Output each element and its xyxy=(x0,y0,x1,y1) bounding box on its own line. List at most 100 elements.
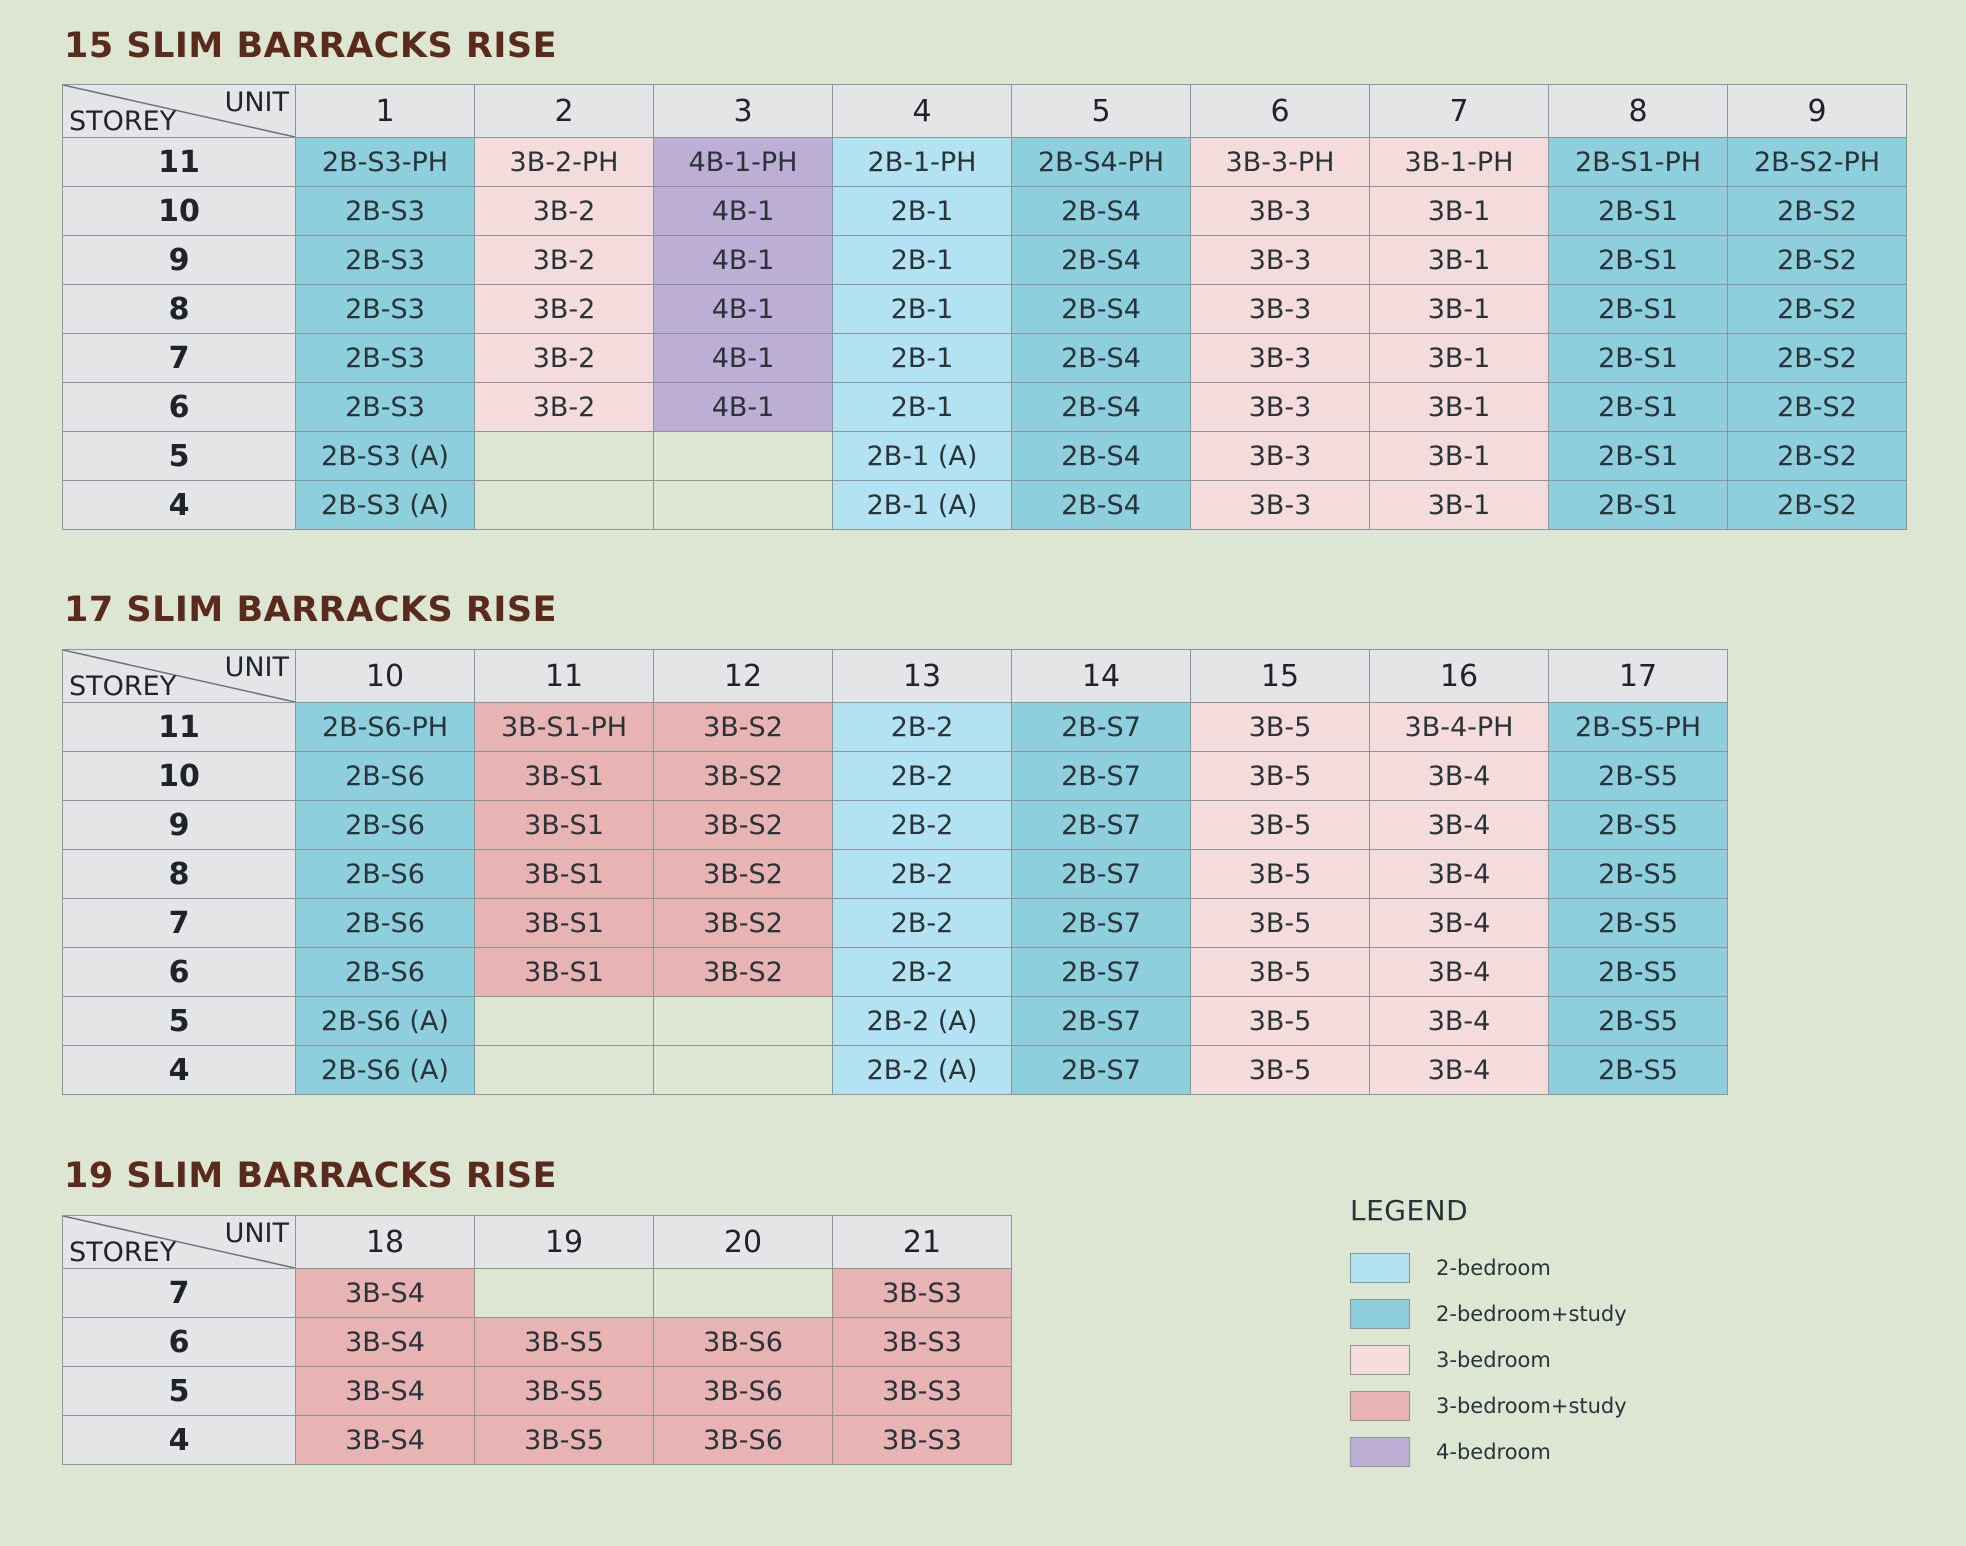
empty-cell xyxy=(474,1268,654,1318)
unit-type-cell: 3B-4 xyxy=(1369,849,1549,899)
empty-cell xyxy=(653,996,833,1046)
unit-type-cell: 3B-1-PH xyxy=(1369,137,1549,187)
unit-type-cell: 3B-S3 xyxy=(832,1317,1012,1367)
storey-number: 4 xyxy=(62,1415,296,1465)
corner-cell: UNIT STOREY xyxy=(62,84,296,138)
storey-number: 4 xyxy=(62,480,296,530)
unit-type-cell: 2B-1 xyxy=(832,333,1012,383)
unit-type-cell: 2B-S2-PH xyxy=(1727,137,1907,187)
storey-number: 8 xyxy=(62,284,296,334)
storey-row: 5 3B-S4 3B-S5 3B-S6 3B-S3 xyxy=(62,1366,1012,1416)
unit-type-cell: 3B-1 xyxy=(1369,480,1549,530)
header-row: UNIT STOREY 1 2 3 4 5 6 7 8 9 xyxy=(62,84,1907,138)
unit-type-cell: 2B-S1 xyxy=(1548,235,1728,285)
unit-type-cell: 2B-S4 xyxy=(1011,284,1191,334)
unit-type-cell: 2B-S4 xyxy=(1011,431,1191,481)
storey-row: 9 2B-S6 3B-S1 3B-S2 2B-2 2B-S7 3B-5 3B-4 2B-S5 xyxy=(62,800,1728,850)
unit-table-15: UNIT STOREY 1 2 3 4 5 6 7 8 9 11 2B-S3-PH 3B-2-PH 4B-1… xyxy=(62,84,1907,530)
legend-title: LEGEND xyxy=(1350,1194,1469,1227)
storey-number: 7 xyxy=(62,333,296,383)
empty-cell xyxy=(474,1045,654,1095)
unit-type-cell: 3B-S2 xyxy=(653,898,833,948)
unit-number: 3 xyxy=(653,84,833,138)
legend-swatch xyxy=(1350,1391,1410,1421)
unit-type-cell: 2B-1-PH xyxy=(832,137,1012,187)
unit-type-cell: 3B-3-PH xyxy=(1190,137,1370,187)
unit-type-cell: 4B-1 xyxy=(653,333,833,383)
storey-header-label: STOREY xyxy=(69,671,177,702)
unit-type-cell: 3B-S2 xyxy=(653,702,833,752)
corner-cell: UNIT STOREY xyxy=(62,1215,296,1269)
unit-type-cell: 2B-S1 xyxy=(1548,431,1728,481)
corner-cell: UNIT STOREY xyxy=(62,649,296,703)
storey-row: 6 2B-S6 3B-S1 3B-S2 2B-2 2B-S7 3B-5 3B-4 2B-S5 xyxy=(62,947,1728,997)
unit-type-cell: 2B-S6-PH xyxy=(295,702,475,752)
unit-type-cell: 2B-S3 xyxy=(295,382,475,432)
unit-type-cell: 3B-S5 xyxy=(474,1366,654,1416)
unit-type-cell: 2B-S5 xyxy=(1548,849,1728,899)
unit-number: 12 xyxy=(653,649,833,703)
unit-type-cell: 2B-S1 xyxy=(1548,480,1728,530)
unit-type-cell: 4B-1 xyxy=(653,284,833,334)
unit-number: 16 xyxy=(1369,649,1549,703)
unit-type-cell: 2B-S5 xyxy=(1548,898,1728,948)
unit-type-cell: 3B-4 xyxy=(1369,800,1549,850)
unit-type-cell: 3B-5 xyxy=(1190,898,1370,948)
unit-type-cell: 2B-S2 xyxy=(1727,333,1907,383)
header-row: UNIT STOREY 18 19 20 21 xyxy=(62,1215,1012,1269)
storey-number: 8 xyxy=(62,849,296,899)
unit-type-cell: 3B-S5 xyxy=(474,1415,654,1465)
unit-type-cell: 2B-S2 xyxy=(1727,480,1907,530)
unit-number: 9 xyxy=(1727,84,1907,138)
storey-row: 4 2B-S3 (A) 2B-1 (A) 2B-S4 3B-3 3B-1 2B-S1 2B-S… xyxy=(62,480,1907,530)
unit-type-cell: 3B-5 xyxy=(1190,996,1370,1046)
unit-header-label: UNIT xyxy=(224,652,289,683)
unit-number: 19 xyxy=(474,1215,654,1269)
empty-cell xyxy=(653,480,833,530)
storey-row: 7 2B-S6 3B-S1 3B-S2 2B-2 2B-S7 3B-5 3B-4 2B-S5 xyxy=(62,898,1728,948)
empty-cell xyxy=(653,1045,833,1095)
unit-type-cell: 3B-1 xyxy=(1369,186,1549,236)
unit-type-cell: 2B-S7 xyxy=(1011,751,1191,801)
unit-header-label: UNIT xyxy=(224,87,289,118)
unit-type-cell: 2B-S3-PH xyxy=(295,137,475,187)
unit-type-cell: 2B-S2 xyxy=(1727,382,1907,432)
diagonal-divider xyxy=(63,85,295,137)
unit-type-cell: 2B-S2 xyxy=(1727,431,1907,481)
legend-swatch xyxy=(1350,1299,1410,1329)
unit-type-cell: 2B-2 xyxy=(832,702,1012,752)
unit-type-cell: 2B-S5 xyxy=(1548,751,1728,801)
unit-type-cell: 2B-S4 xyxy=(1011,186,1191,236)
unit-type-cell: 2B-S6 (A) xyxy=(295,1045,475,1095)
unit-type-cell: 2B-S4 xyxy=(1011,333,1191,383)
unit-type-cell: 2B-S5 xyxy=(1548,947,1728,997)
unit-type-cell: 2B-S4 xyxy=(1011,382,1191,432)
storey-header-label: STOREY xyxy=(69,1237,177,1268)
unit-number: 11 xyxy=(474,649,654,703)
unit-type-cell: 3B-4 xyxy=(1369,947,1549,997)
unit-type-cell: 3B-3 xyxy=(1190,333,1370,383)
unit-type-cell: 3B-5 xyxy=(1190,702,1370,752)
unit-type-cell: 3B-S3 xyxy=(832,1366,1012,1416)
unit-type-cell: 3B-2 xyxy=(474,382,654,432)
unit-table-17: UNIT STOREY 10 11 12 13 14 15 16 17 11 2B-S6-PH 3B-S… xyxy=(62,649,1728,1095)
unit-type-cell: 2B-1 xyxy=(832,382,1012,432)
unit-type-cell: 3B-S6 xyxy=(653,1366,833,1416)
unit-type-cell: 3B-1 xyxy=(1369,382,1549,432)
storey-row: 8 2B-S6 3B-S1 3B-S2 2B-2 2B-S7 3B-5 3B-4 2B-S5 xyxy=(62,849,1728,899)
unit-type-cell: 3B-4 xyxy=(1369,996,1549,1046)
unit-type-cell: 3B-2 xyxy=(474,186,654,236)
legend-items: 2-bedroom 2-bedroom+study 3-bedroom 3-be… xyxy=(1350,1245,1627,1475)
storey-row: 5 2B-S6 (A) 2B-2 (A) 2B-S7 3B-5 3B-4 2B-S5 xyxy=(62,996,1728,1046)
diagonal-divider xyxy=(63,1216,295,1268)
storey-number: 5 xyxy=(62,996,296,1046)
unit-header-label: UNIT xyxy=(224,1218,289,1249)
storey-number: 9 xyxy=(62,235,296,285)
unit-type-cell: 3B-4 xyxy=(1369,1045,1549,1095)
unit-type-cell: 3B-S1 xyxy=(474,751,654,801)
unit-type-cell: 2B-S2 xyxy=(1727,186,1907,236)
unit-type-cell: 2B-S1-PH xyxy=(1548,137,1728,187)
unit-type-cell: 2B-S5-PH xyxy=(1548,702,1728,752)
unit-type-cell: 2B-S7 xyxy=(1011,1045,1191,1095)
unit-type-cell: 3B-2-PH xyxy=(474,137,654,187)
